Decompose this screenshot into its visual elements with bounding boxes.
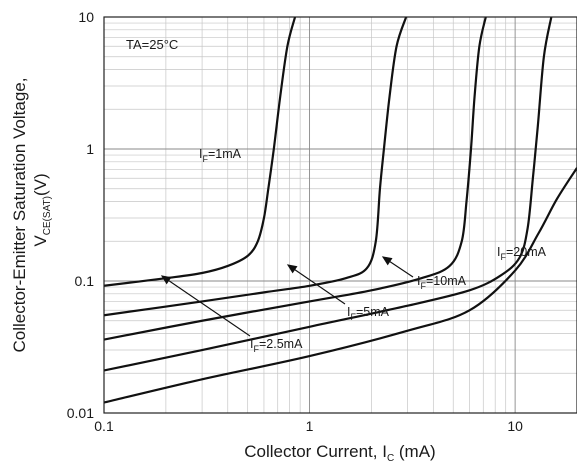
plot-frame [103,16,577,414]
series-line-3 [104,17,487,341]
x-tick-label: 10 [507,418,523,434]
annotation-if-2-5ma: IF=2.5mA [250,337,303,354]
series-layer [104,17,577,404]
series-line-4 [104,17,553,372]
y-tick-label: 0.1 [75,273,95,289]
condition-label: TA=25°C [126,37,178,52]
series-line-5 [104,167,577,404]
x-axis-label: Collector Current, IC (mA) [244,442,435,463]
y-axis-label-line1: Collector-Emitter Saturation Voltage, [10,78,29,353]
y-axis-label-line2: VCE(SAT)(V) [31,173,53,246]
annotation-if-10ma: IF=10mA [417,274,467,291]
annotation-if-20ma: IF=20mA [497,245,547,262]
arrow-10ma-head [381,256,393,266]
series-line-2 [104,17,408,317]
annotation-if-5ma: IF=5mA [347,305,390,322]
arrow-2-5ma-head [160,275,172,285]
series-line-1 [104,17,297,287]
x-tick-label: 1 [306,418,314,434]
y-tick-label: 10 [78,9,94,25]
arrow-5ma-head [286,264,298,274]
annotation-if-1ma: IF=1mA [199,147,242,164]
annotation-arrows [160,256,414,337]
y-tick-label: 1 [86,141,94,157]
x-tick-label: 0.1 [94,418,114,434]
arrow-5ma-shaft [287,264,346,305]
y-tick-label: 0.01 [67,405,94,421]
arrow-2-5ma-shaft [161,275,251,337]
